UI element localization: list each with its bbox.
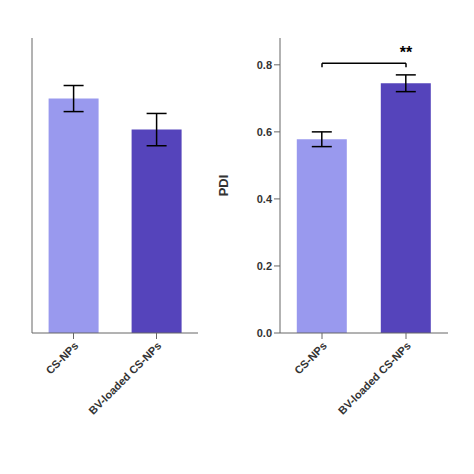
svg-text:0.4: 0.4 — [257, 193, 273, 205]
svg-text:0.6: 0.6 — [257, 126, 272, 138]
svg-text:BV-loaded CS-NPs: BV-loaded CS-NPs — [336, 339, 413, 416]
svg-text:PDI: PDI — [216, 175, 231, 197]
svg-text:BV-loaded CS-NPs: BV-loaded CS-NPs — [86, 339, 163, 416]
svg-text:CS-NPs: CS-NPs — [292, 339, 329, 376]
svg-text:0.0: 0.0 — [257, 327, 272, 339]
svg-text:**: ** — [400, 44, 413, 61]
svg-text:0.2: 0.2 — [257, 260, 272, 272]
svg-text:0.8: 0.8 — [257, 59, 272, 71]
svg-text:CS-NPs: CS-NPs — [43, 339, 80, 376]
